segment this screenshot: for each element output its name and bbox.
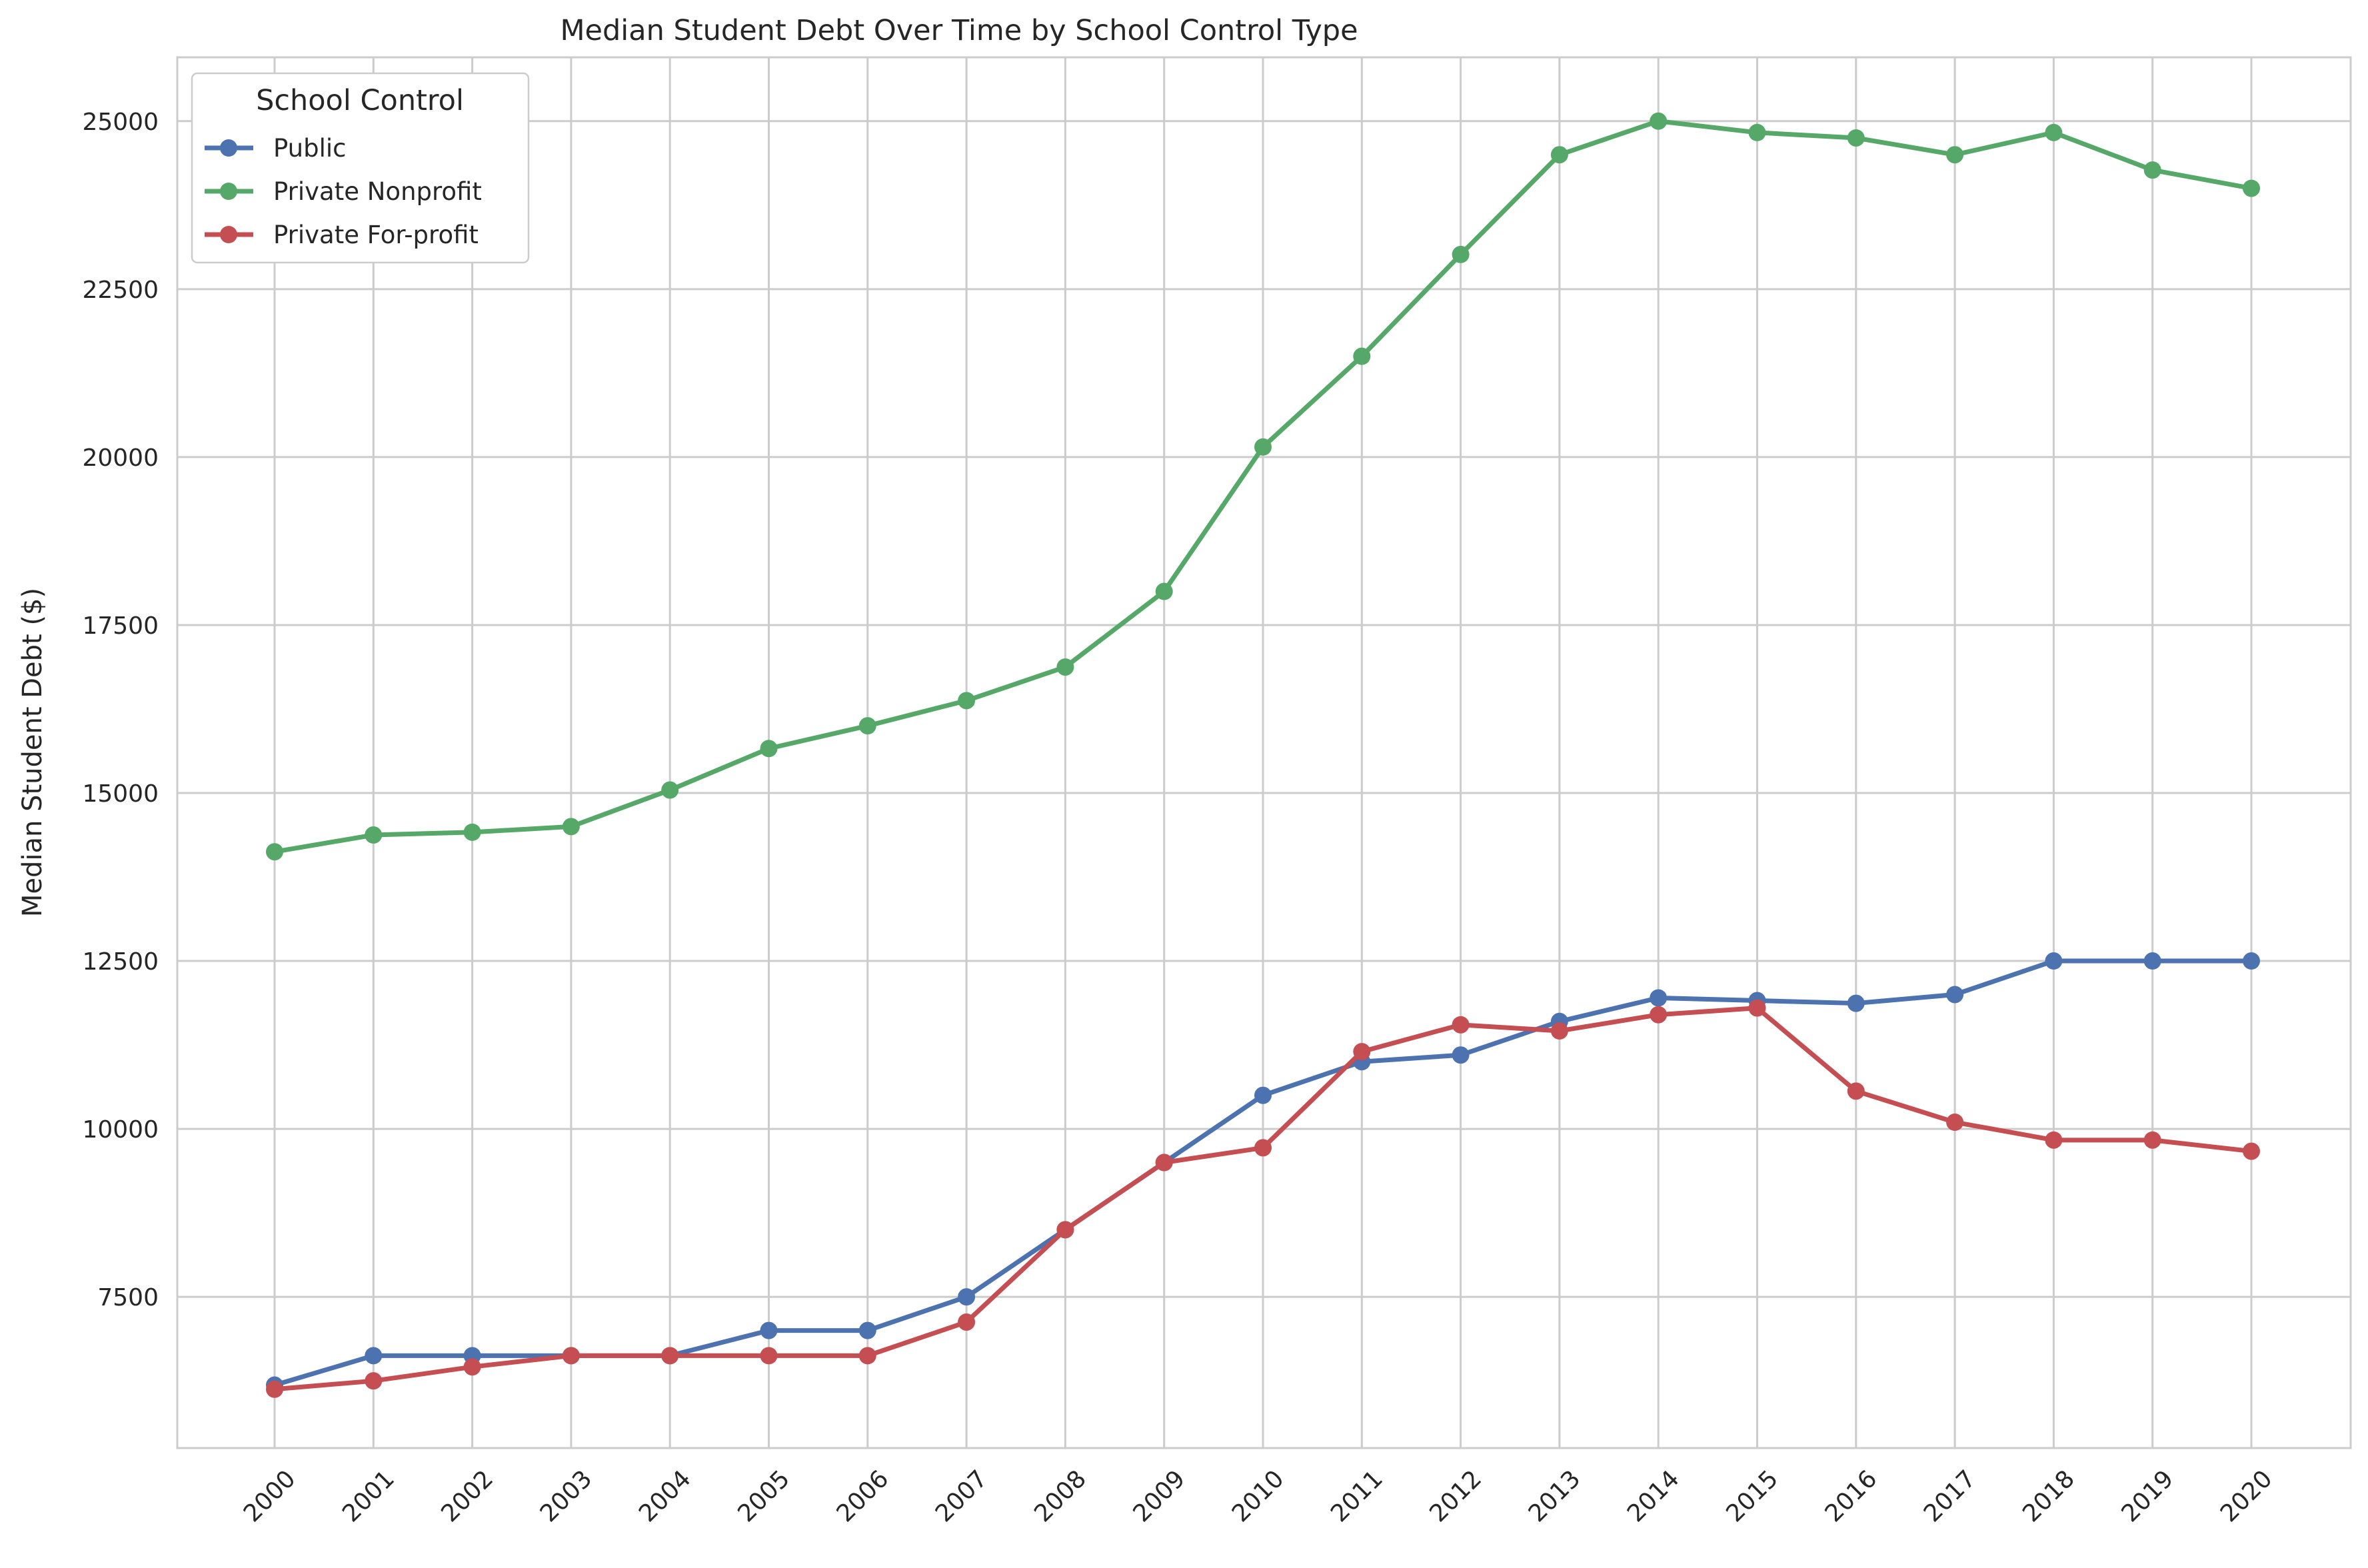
legend-entries: Public Private Nonprofit Private For-profi… <box>205 134 482 249</box>
data-point <box>562 818 580 836</box>
data-point <box>1847 1082 1865 1100</box>
data-point <box>1650 112 1668 130</box>
grid <box>177 57 2351 1448</box>
data-point <box>365 1347 383 1365</box>
y-tick-label: 10000 <box>82 1116 159 1144</box>
data-point <box>858 717 876 735</box>
series <box>266 112 2260 1398</box>
data-point <box>1847 994 1865 1012</box>
y-axis: 7500 10000 12500 15000 17500 20000 22500 25000 <box>82 109 159 1311</box>
data-point <box>2243 1142 2260 1160</box>
series-private-nonprofit <box>266 112 2260 861</box>
legend-label: Public <box>273 134 347 163</box>
data-point <box>1452 1016 1470 1034</box>
y-tick-label: 7500 <box>97 1284 159 1311</box>
data-point <box>562 1347 580 1365</box>
legend-box <box>191 72 530 264</box>
data-point <box>2143 1131 2161 1149</box>
data-point <box>958 692 976 710</box>
data-point <box>1056 658 1074 676</box>
data-point <box>958 1313 976 1331</box>
data-point <box>463 823 481 841</box>
data-point <box>1748 123 1766 141</box>
data-point <box>1155 1154 1173 1172</box>
data-point <box>2045 952 2063 970</box>
data-point <box>1650 989 1668 1007</box>
data-point <box>1155 582 1173 600</box>
data-point <box>858 1321 876 1339</box>
data-point <box>1353 347 1371 365</box>
legend-label: Private For-profit <box>273 221 479 249</box>
y-tick-label: 17500 <box>82 612 159 640</box>
data-point <box>760 1347 778 1365</box>
data-point <box>1748 999 1766 1017</box>
data-point <box>1650 1006 1668 1024</box>
data-point <box>2143 952 2161 970</box>
data-point <box>1353 1043 1371 1061</box>
data-point <box>1946 146 1964 164</box>
y-tick-label: 25000 <box>82 109 159 136</box>
data-point <box>266 843 283 861</box>
data-point <box>1847 129 1865 147</box>
legend-swatch-marker <box>220 139 237 157</box>
data-point <box>2243 179 2260 197</box>
data-point <box>760 1321 778 1339</box>
data-point <box>1946 986 1964 1004</box>
y-tick-label: 22500 <box>82 277 159 304</box>
data-point <box>2143 161 2161 179</box>
data-point <box>661 1347 679 1365</box>
data-point <box>1254 1086 1272 1104</box>
legend-swatch-marker <box>220 226 237 243</box>
legend-swatch-marker <box>220 183 237 200</box>
data-point <box>1550 146 1568 164</box>
y-tick-label: 15000 <box>82 780 159 808</box>
data-point <box>365 826 383 844</box>
data-point <box>1254 1139 1272 1157</box>
legend-label: Private Nonprofit <box>273 177 482 206</box>
chart-title: Median Student Debt Over Time by School … <box>560 14 1358 47</box>
data-point <box>463 1358 481 1376</box>
data-point <box>661 781 679 799</box>
data-point <box>958 1288 976 1306</box>
legend-title: School Control <box>256 84 464 117</box>
data-point <box>1056 1221 1074 1239</box>
data-point <box>1452 1046 1470 1064</box>
data-point <box>1452 245 1470 263</box>
y-tick-label: 12500 <box>82 948 159 976</box>
data-point <box>1550 1022 1568 1040</box>
data-point <box>365 1372 383 1390</box>
series-private-for-profit <box>266 999 2260 1398</box>
data-point <box>266 1380 283 1398</box>
data-point <box>1254 438 1272 456</box>
data-point <box>858 1347 876 1365</box>
plot-frame <box>176 56 2352 1449</box>
y-axis-label: Median Student Debt ($) <box>17 588 48 917</box>
data-point <box>760 740 778 758</box>
data-point <box>1946 1114 1964 1132</box>
data-point <box>2045 1131 2063 1149</box>
y-tick-label: 20000 <box>82 444 159 472</box>
legend: School Control Public Private Nonprofit Pr… <box>191 72 530 264</box>
data-point <box>2243 952 2260 970</box>
data-point <box>2045 123 2063 141</box>
